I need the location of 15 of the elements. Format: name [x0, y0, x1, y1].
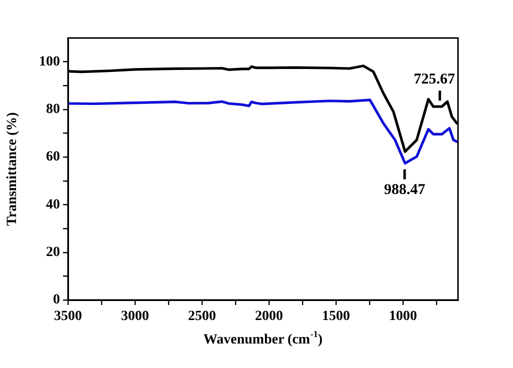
annotation: 725.67	[414, 71, 456, 88]
x-tick-label: 2500	[188, 309, 216, 324]
x-tick-label: 3000	[121, 309, 150, 324]
y-tick-label: 20	[46, 244, 60, 260]
annotation: 988.47	[384, 182, 426, 198]
y-tick-label: 80	[46, 102, 60, 118]
x-tick-label: 1000	[389, 309, 418, 324]
y-axis-title: Transmittance (%)	[5, 112, 20, 226]
x-tick-label: 3500	[54, 309, 82, 324]
x-tick-label: 2000	[255, 309, 284, 324]
x-tick-label: 1500	[322, 309, 350, 324]
y-tick-label: 40	[46, 197, 60, 212]
y-tick-label: 60	[46, 150, 60, 165]
y-tick-label: 0	[53, 292, 60, 308]
y-tick-label: 100	[39, 54, 60, 70]
